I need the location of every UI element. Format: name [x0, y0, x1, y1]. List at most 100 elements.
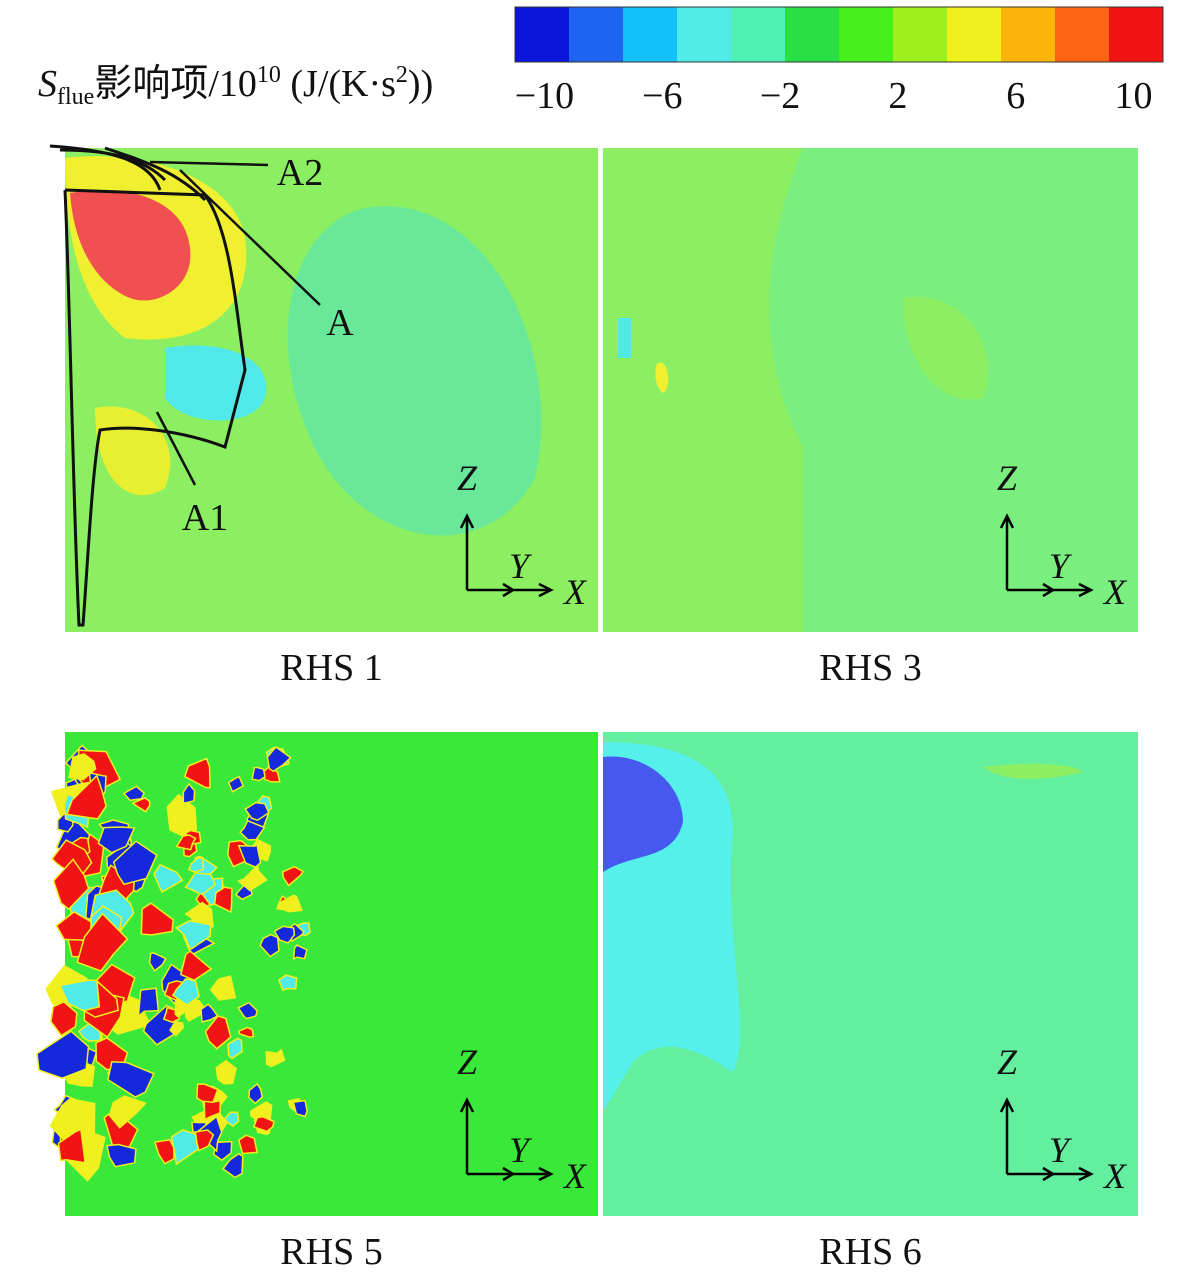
panel-label: RHS 3: [819, 647, 921, 689]
contour-region: [618, 318, 631, 358]
contour-region: [106, 1143, 137, 1168]
colorbar-band: [515, 7, 570, 62]
contour-region: [655, 362, 669, 393]
axis-icon: [999, 1097, 1094, 1182]
axis-x-label: X: [1102, 1156, 1128, 1196]
axis-x-label: X: [562, 572, 588, 612]
colorbar-band: [1055, 7, 1110, 62]
contour-region: [112, 840, 158, 886]
colorbar-frame: [514, 6, 1164, 63]
axis-icon: [459, 1097, 554, 1182]
contour-panel: [603, 148, 1138, 632]
contour-panel: [65, 148, 598, 632]
contour-region: [237, 1001, 259, 1020]
annotation: A1: [182, 497, 228, 539]
contour-region: [237, 1134, 259, 1155]
contour-region: [282, 865, 305, 887]
colorbar-band: [785, 7, 840, 62]
contour-region: [194, 1129, 215, 1152]
contour-region: [107, 1061, 155, 1098]
axis-z-label: Z: [997, 458, 1018, 498]
contour-region: [213, 886, 233, 914]
contour-region: [174, 919, 212, 951]
contour-region: [108, 1095, 147, 1129]
contour-region: [203, 1099, 221, 1121]
contour-region: [252, 1115, 275, 1133]
panel-label: RHS 1: [280, 647, 382, 689]
colorbar-tick-label: 6: [1006, 75, 1025, 117]
contour-region: [131, 797, 151, 813]
region-outline: [49, 144, 247, 627]
contour-region: [292, 1099, 308, 1118]
axis-x-label: X: [1102, 572, 1128, 612]
contour-region: [265, 1048, 286, 1068]
contour-region: [237, 842, 262, 868]
colorbar-label: Sflue影响项/1010 (J/(K·s2)): [38, 62, 433, 110]
contour-region: [215, 1059, 237, 1085]
contour-region: [50, 1000, 78, 1037]
axis-z-label: Z: [457, 458, 478, 498]
contour-region: [292, 944, 308, 961]
contour-region: [165, 345, 267, 421]
contour-region: [251, 766, 266, 782]
contour-panel: [603, 732, 1138, 1216]
contour-region: [209, 975, 237, 1001]
contour-region: [76, 912, 129, 972]
contour-region: [57, 1128, 87, 1164]
contour-region: [248, 1082, 264, 1105]
axis-x-label: X: [562, 1156, 588, 1196]
contour-background: [65, 732, 598, 1216]
contour-region: [244, 801, 270, 822]
colorbar-band: [839, 7, 894, 62]
contour-region: [68, 753, 97, 781]
contour-region: [175, 834, 197, 851]
contour-region: [266, 745, 292, 773]
colorbar-band: [623, 7, 678, 62]
contour-region: [179, 950, 213, 982]
contour-region: [277, 894, 303, 913]
contour-region: [65, 774, 107, 820]
colorbar-band: [947, 7, 1002, 62]
colorbar-tick-label: −10: [515, 75, 574, 117]
panel-label: RHS 5: [280, 1231, 382, 1273]
contour-region: [227, 1037, 243, 1060]
contour-region: [187, 857, 205, 873]
contour-region: [182, 782, 196, 804]
contour-region: [903, 296, 989, 400]
colorbar-tick-label: 2: [888, 75, 907, 117]
colorbar-band: [677, 7, 732, 62]
contour-region: [148, 952, 167, 972]
colorbar-band: [569, 7, 624, 62]
contour-region: [204, 1015, 232, 1050]
colorbar-tick-label: −6: [642, 75, 682, 117]
colorbar-band: [731, 7, 786, 62]
contour-region: [137, 987, 160, 1018]
axis-y-label: Y: [1049, 1130, 1073, 1170]
contour-region: [52, 858, 90, 911]
colorbar-band: [893, 7, 948, 62]
contour-region: [140, 902, 174, 936]
contour-region: [223, 1111, 240, 1127]
annotation: A2: [277, 152, 323, 194]
panel-label: RHS 6: [819, 1231, 921, 1273]
contour-region: [59, 979, 101, 1012]
axis-icon: [999, 513, 1094, 598]
contour-region: [239, 819, 266, 841]
contour-region: [273, 925, 296, 944]
contour-region: [277, 974, 298, 992]
contour-region: [70, 190, 191, 301]
colorbar-tick-label: −2: [760, 75, 800, 117]
contour-region: [97, 826, 136, 854]
axis-y-label: Y: [509, 1130, 533, 1170]
contour-region: [603, 148, 803, 632]
colorbar-band: [1001, 7, 1056, 62]
axis-icon: [459, 513, 554, 598]
contour-region: [237, 864, 268, 892]
colorbar-band: [1109, 7, 1164, 62]
axis-z-label: Z: [997, 1042, 1018, 1082]
colorbar-tick-label: 10: [1115, 75, 1153, 117]
contour-region: [153, 863, 184, 893]
contour-panel: [36, 732, 598, 1216]
contour-region: [603, 756, 683, 872]
